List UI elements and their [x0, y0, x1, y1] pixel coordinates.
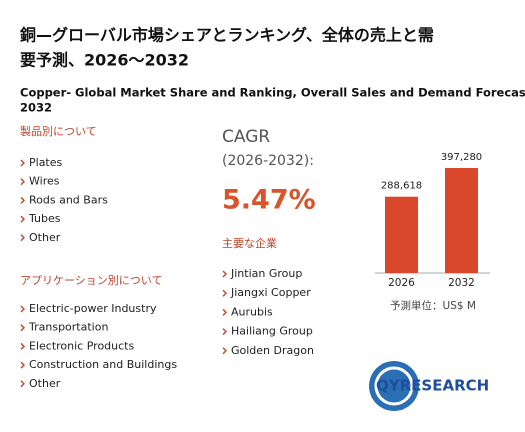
list-item: Electronic Products: [29, 339, 134, 352]
list-item: Golden Dragon: [231, 344, 314, 357]
bullet-chevron: [222, 347, 227, 355]
bullet-chevron: [222, 289, 227, 297]
bar: [385, 196, 418, 273]
bullet-chevron: [20, 380, 25, 388]
bullet-chevron: [222, 308, 227, 316]
list-item: Wires: [29, 175, 60, 188]
list-item: Plates: [29, 156, 63, 169]
subtitle: Copper- Global Market Share and Ranking,…: [20, 86, 525, 100]
list-item: Hailiang Group: [231, 325, 313, 338]
bullet-chevron: [222, 328, 227, 336]
section-heading: 製品別について: [20, 124, 97, 138]
section-heading: 主要な企業: [222, 236, 277, 250]
x-tick-label: 2026: [388, 277, 415, 289]
list-item: Transportation: [28, 321, 108, 334]
x-tick-label: 2032: [448, 277, 475, 289]
bullet-chevron: [20, 196, 25, 204]
value-label: 397,280: [441, 152, 482, 163]
bullet-chevron: [20, 234, 25, 242]
section-heading: アプリケーション別について: [20, 274, 162, 287]
unit-label: 予測単位：US$ M: [390, 299, 476, 312]
list-item: Other: [29, 231, 61, 244]
value-label: 288,618: [381, 181, 422, 192]
bullet-chevron: [20, 342, 25, 350]
bullet-chevron: [20, 324, 25, 332]
cagr-label: CAGR: [222, 127, 270, 147]
bullet-chevron: [20, 215, 25, 223]
list-item: Jiangxi Copper: [230, 286, 311, 299]
title: 銅—グローバル市場シェアとランキング、全体の売上と需: [20, 26, 434, 45]
subtitle: 2032: [20, 101, 52, 115]
bullet-chevron: [20, 361, 25, 369]
list-item: Other: [29, 377, 61, 390]
list-item: Jintian Group: [230, 267, 302, 280]
list-item: Electric-power Industry: [29, 302, 157, 315]
bullet-chevron: [20, 159, 25, 167]
cagr-period: (2026-2032):: [222, 153, 314, 169]
list-item: Rods and Bars: [29, 193, 108, 206]
logo-ring: [374, 366, 414, 406]
logo: QYRESEARCH: [369, 361, 489, 411]
title: 要予測、2026～2032: [20, 51, 189, 70]
bullet-chevron: [20, 178, 25, 186]
list-item: Tubes: [28, 212, 61, 225]
cagr-value: 5.47%: [222, 185, 316, 216]
list-item: Construction and Buildings: [29, 358, 177, 371]
bullet-chevron: [20, 305, 25, 313]
list-item: Aurubis: [231, 305, 273, 318]
bar: [445, 168, 478, 273]
logo-text: QYRESEARCH: [376, 377, 489, 395]
bullet-chevron: [222, 270, 227, 278]
